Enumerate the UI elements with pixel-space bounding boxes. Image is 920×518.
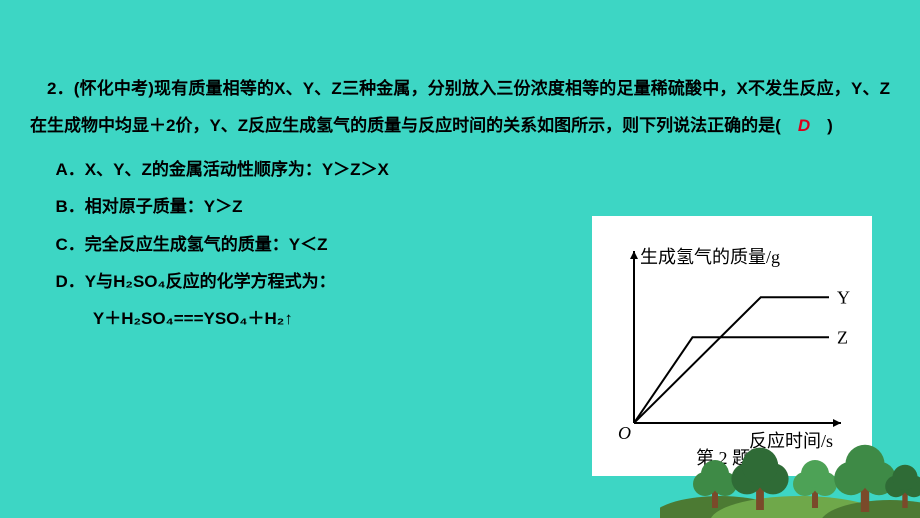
figure-caption: 第 2 题图 (592, 444, 872, 470)
question-number: 2． (47, 79, 74, 98)
svg-text:Y: Y (837, 287, 850, 307)
chart-figure: YZ生成氢气的质量/g反应时间/sO 第 2 题图 (592, 216, 872, 476)
question-close-paren: ) (827, 116, 833, 135)
chart-svg: YZ生成氢气的质量/g反应时间/sO (592, 216, 872, 476)
answer-letter: D (798, 116, 810, 135)
option-a: A．X、Y、Z的金属活动性顺序为：Y＞Z＞X (56, 151, 891, 188)
question-body: 现有质量相等的X、Y、Z三种金属，分别放入三份浓度相等的足量稀硫酸中，X不发生反… (30, 79, 890, 135)
svg-text:Z: Z (837, 327, 848, 347)
question-source: (怀化中考) (74, 79, 154, 98)
svg-text:O: O (618, 423, 631, 443)
question-stem: 2．(怀化中考)现有质量相等的X、Y、Z三种金属，分别放入三份浓度相等的足量稀硫… (30, 70, 890, 145)
svg-text:生成氢气的质量/g: 生成氢气的质量/g (640, 247, 780, 267)
